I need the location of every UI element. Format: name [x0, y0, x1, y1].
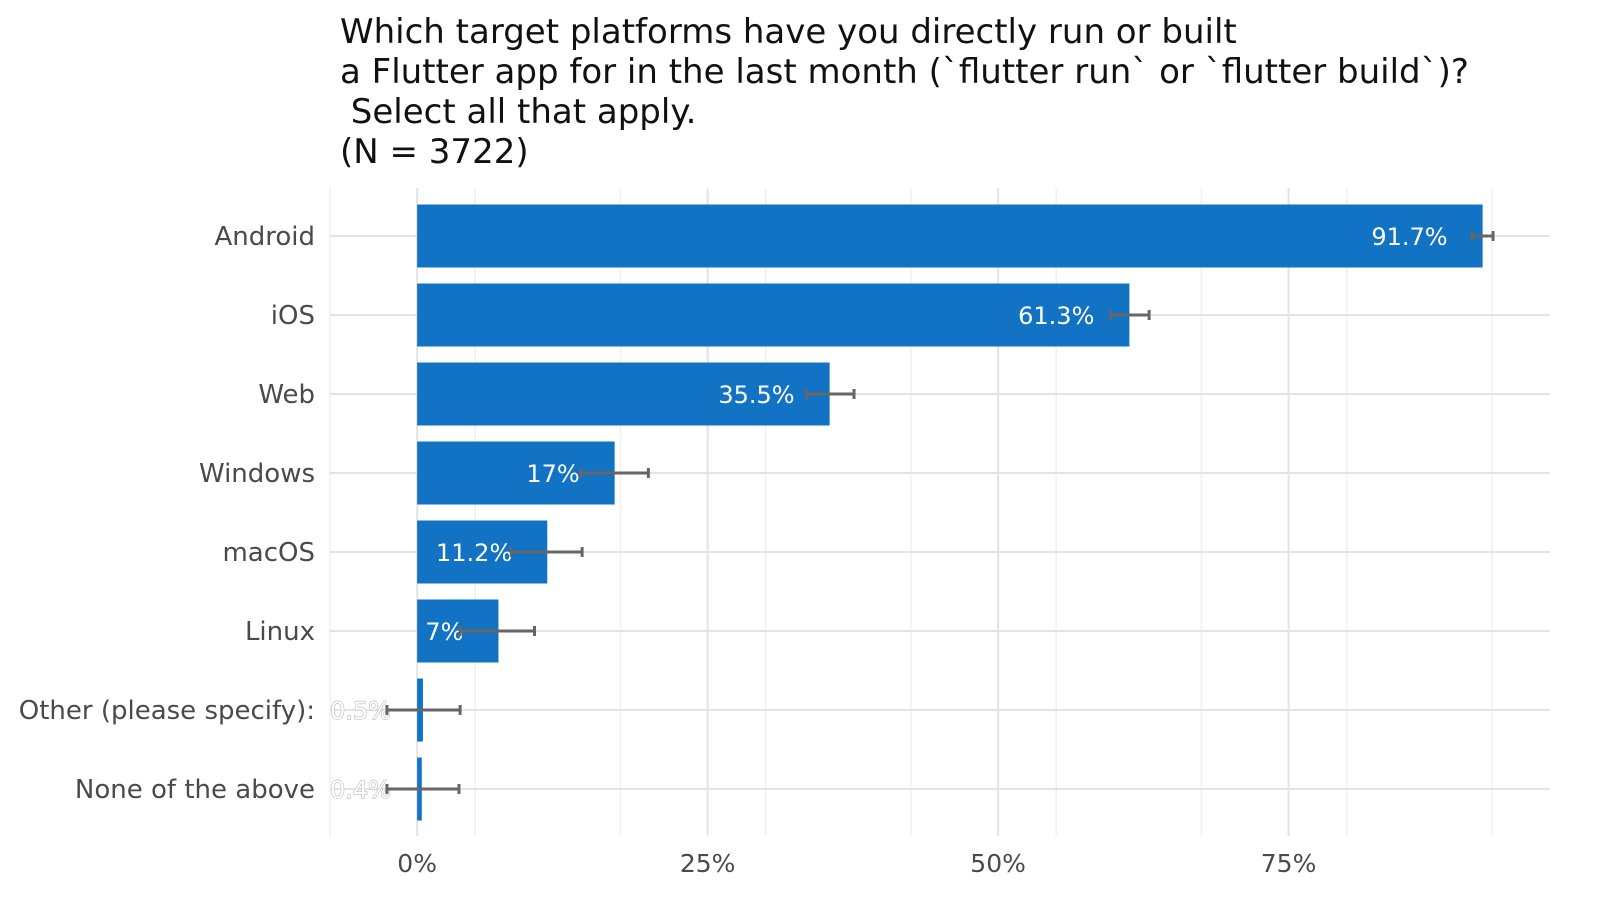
category-label: Android [214, 222, 315, 252]
bar [417, 362, 830, 426]
chart-title-line-1: Which target platforms have you directly… [340, 12, 1237, 52]
category-label: iOS [271, 301, 315, 331]
data-label: 0.4% [330, 776, 391, 804]
bar [417, 283, 1130, 347]
data-label: 17% [526, 460, 579, 488]
x-tick-label: 0% [397, 849, 437, 878]
x-tick-label: 75% [1261, 849, 1317, 878]
data-label: 11.2% [436, 539, 512, 567]
data-label: 7% [425, 618, 463, 646]
category-label: Web [258, 380, 315, 410]
chart-title-line-2: a Flutter app for in the last month (`fl… [340, 52, 1469, 92]
x-tick-label: 50% [970, 849, 1026, 878]
x-tick-label: 25% [680, 849, 736, 878]
chart-title-line-4: (N = 3722) [340, 132, 529, 172]
data-label: 61.3% [1018, 302, 1094, 330]
data-label: 35.5% [718, 381, 794, 409]
category-label: Linux [245, 617, 315, 647]
data-label: 91.7% [1371, 223, 1447, 251]
chart-title-line-3: Select all that apply. [340, 92, 697, 132]
category-label: Windows [199, 459, 315, 489]
bar [417, 204, 1483, 268]
category-label: None of the above [75, 775, 315, 805]
category-label: macOS [222, 538, 315, 568]
category-label: Other (please specify): [19, 696, 315, 726]
data-label: 0.5% [330, 697, 391, 725]
